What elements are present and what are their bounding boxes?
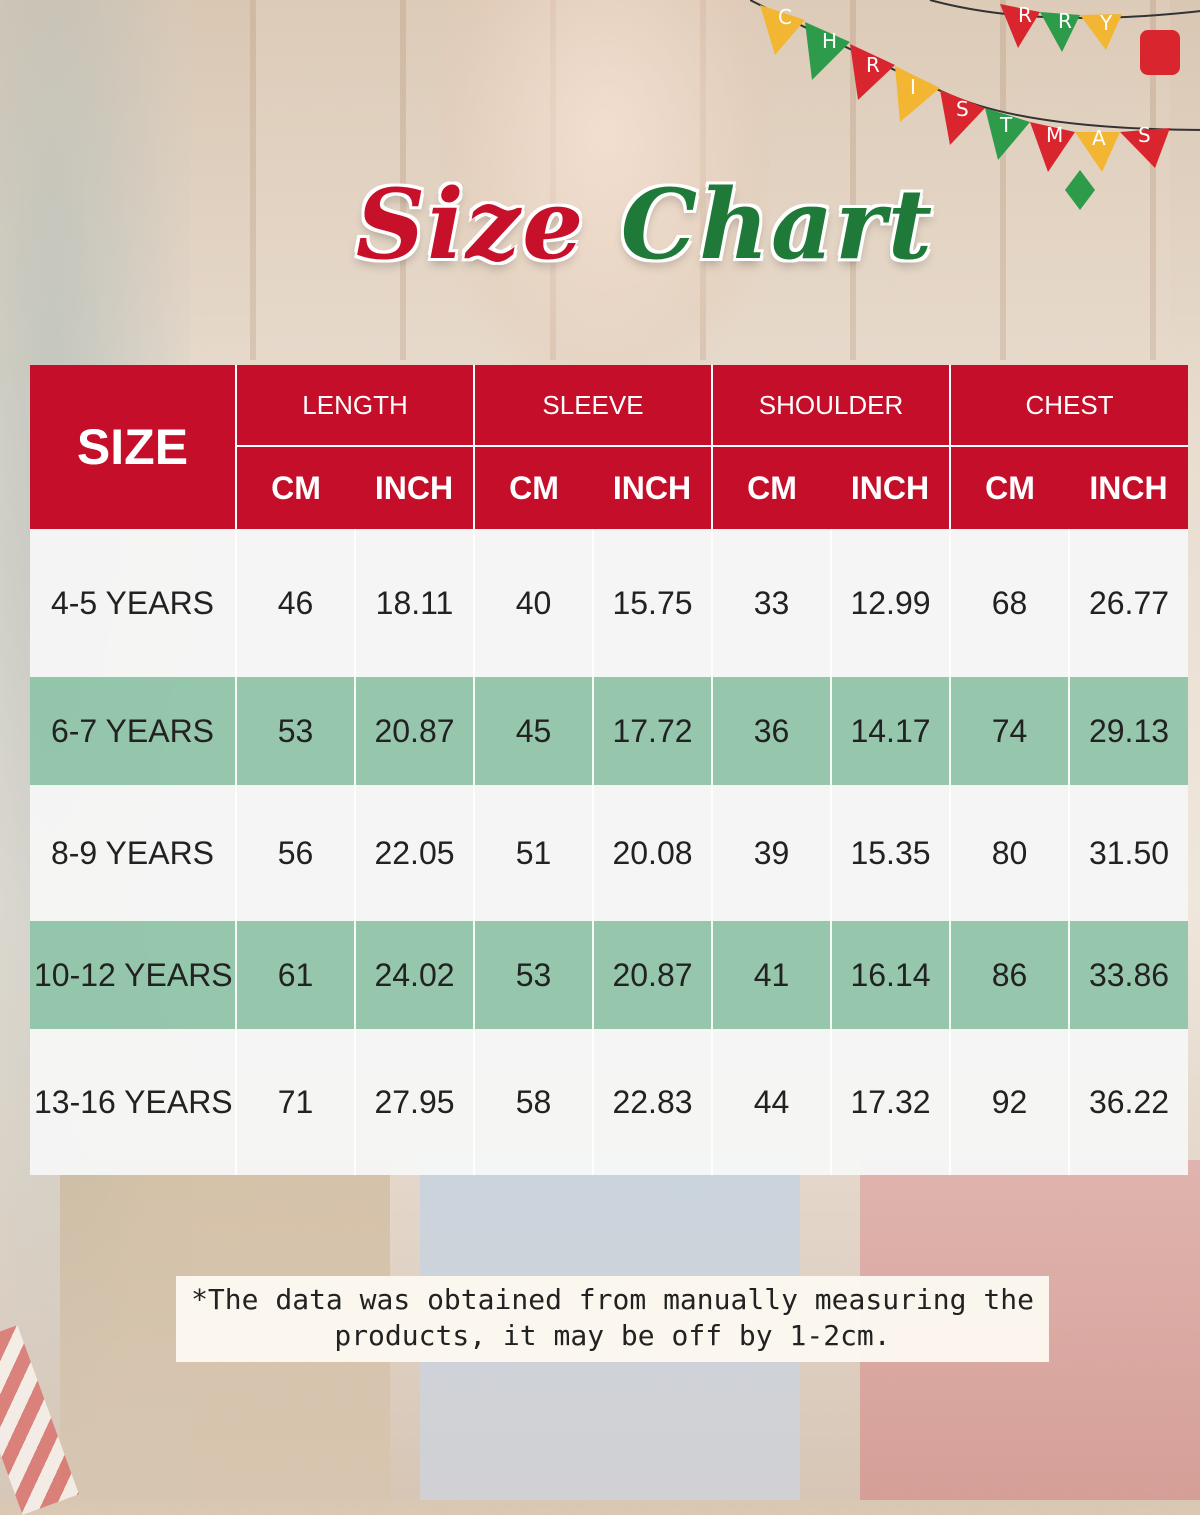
sleeve-cm: 53 (473, 921, 593, 1029)
shoulder-inch: 16.14 (830, 921, 950, 1029)
chest-inch: 33.86 (1068, 921, 1188, 1029)
size-label: 13-16 YEARS (34, 1083, 233, 1120)
shoulder-inch: 17.32 (830, 1029, 950, 1175)
length-cm: 56 (235, 785, 355, 921)
table-row: 6-7 YEARS 53 20.87 45 17.72 36 14.17 74 … (30, 677, 1188, 785)
header-sleeve: SLEEVE (473, 365, 712, 447)
page-title: Size Chart (300, 170, 990, 280)
measurement-disclaimer: *The data was obtained from manually mea… (176, 1276, 1049, 1362)
shoulder-cm: 36 (711, 677, 831, 785)
header-unit-cm: CM (711, 446, 831, 529)
bunting-letter: R (866, 53, 880, 77)
header-unit-inch: INCH (612, 469, 692, 506)
bunting-letter: A (1092, 126, 1106, 150)
length-cm: 46 (235, 529, 355, 677)
header-size: SIZE (76, 419, 189, 475)
length-cm: 61 (235, 921, 355, 1029)
length-inch: 20.87 (354, 677, 474, 785)
bunting-letter: H (822, 29, 837, 53)
chest-cm: 92 (949, 1029, 1069, 1175)
bunting-letter: M (1046, 123, 1063, 147)
bunting-letter: R (1018, 3, 1032, 27)
table-row: 4-5 YEARS 46 18.11 40 15.75 33 12.99 68 … (30, 529, 1188, 677)
bunting-letter: S (1138, 123, 1151, 147)
header-length: LENGTH (235, 365, 474, 447)
shoulder-cm: 41 (711, 921, 831, 1029)
sleeve-inch: 17.72 (592, 677, 712, 785)
length-inch: 18.11 (354, 529, 474, 677)
sleeve-inch: 20.87 (592, 921, 712, 1029)
table-row: 10-12 YEARS 61 24.02 53 20.87 41 16.14 8… (30, 921, 1188, 1029)
header-unit-inch: INCH (850, 469, 930, 506)
bunting-letter: C (778, 5, 792, 29)
star-ornament-icon (1065, 170, 1095, 210)
bunting-letter: R (1058, 9, 1072, 33)
chest-inch: 31.50 (1068, 785, 1188, 921)
header-shoulder: SHOULDER (711, 365, 950, 447)
stocking-icon (1140, 30, 1180, 75)
merry-christmas-bunting: C H R I S T M A S R R Y (750, 0, 1200, 210)
title-word-size: Size (355, 168, 586, 281)
chest-cm: 80 (949, 785, 1069, 921)
length-cm: 71 (235, 1029, 355, 1175)
table-row: 13-16 YEARS 71 27.95 58 22.83 44 17.32 9… (30, 1029, 1188, 1175)
length-inch: 27.95 (354, 1029, 474, 1175)
size-label: 10-12 YEARS (34, 956, 233, 993)
header-unit-cm: CM (473, 446, 593, 529)
sleeve-cm: 58 (473, 1029, 593, 1175)
shoulder-inch: 14.17 (830, 677, 950, 785)
length-inch: 22.05 (354, 785, 474, 921)
header-unit-inch: INCH (374, 469, 454, 506)
shoulder-cm: 44 (711, 1029, 831, 1175)
sleeve-cm: 51 (473, 785, 593, 921)
chest-inch: 26.77 (1068, 529, 1188, 677)
length-cm: 53 (235, 677, 355, 785)
chest-inch: 36.22 (1068, 1029, 1188, 1175)
header-chest: CHEST (949, 365, 1188, 447)
size-label: 6-7 YEARS (50, 712, 215, 749)
bunting-letter: I (910, 75, 916, 99)
sleeve-inch: 22.83 (592, 1029, 712, 1175)
disclaimer-line-2: products, it may be off by 1-2cm. (334, 1319, 891, 1352)
table-header-row-groups: SIZE LENGTH SLEEVE SHOULDER CHEST (30, 365, 1188, 475)
chest-cm: 74 (949, 677, 1069, 785)
shoulder-cm: 33 (711, 529, 831, 677)
sleeve-cm: 40 (473, 529, 593, 677)
header-unit-cm: CM (235, 446, 355, 529)
size-chart-table: SIZE LENGTH SLEEVE SHOULDER CHEST CM INC… (30, 365, 1188, 1175)
shoulder-inch: 15.35 (830, 785, 950, 921)
length-inch: 24.02 (354, 921, 474, 1029)
bunting-letter: S (956, 97, 969, 121)
chest-cm: 68 (949, 529, 1069, 677)
sleeve-inch: 15.75 (592, 529, 712, 677)
chest-inch: 29.13 (1068, 677, 1188, 785)
table-row: 8-9 YEARS 56 22.05 51 20.08 39 15.35 80 … (30, 785, 1188, 921)
disclaimer-line-1: *The data was obtained from manually mea… (191, 1283, 1034, 1316)
bunting-letter: T (999, 113, 1013, 137)
bunting-flags (760, 4, 1170, 172)
chest-cm: 86 (949, 921, 1069, 1029)
size-label: 8-9 YEARS (50, 834, 215, 871)
bunting-letter: Y (1099, 11, 1113, 35)
header-unit-cm: CM (949, 446, 1069, 529)
title-word-chart: Chart (620, 168, 935, 281)
model-photo (440, 0, 770, 380)
shoulder-inch: 12.99 (830, 529, 950, 677)
header-unit-inch: INCH (1089, 469, 1168, 506)
sleeve-inch: 20.08 (592, 785, 712, 921)
shoulder-cm: 39 (711, 785, 831, 921)
sleeve-cm: 45 (473, 677, 593, 785)
size-label: 4-5 YEARS (50, 584, 215, 621)
